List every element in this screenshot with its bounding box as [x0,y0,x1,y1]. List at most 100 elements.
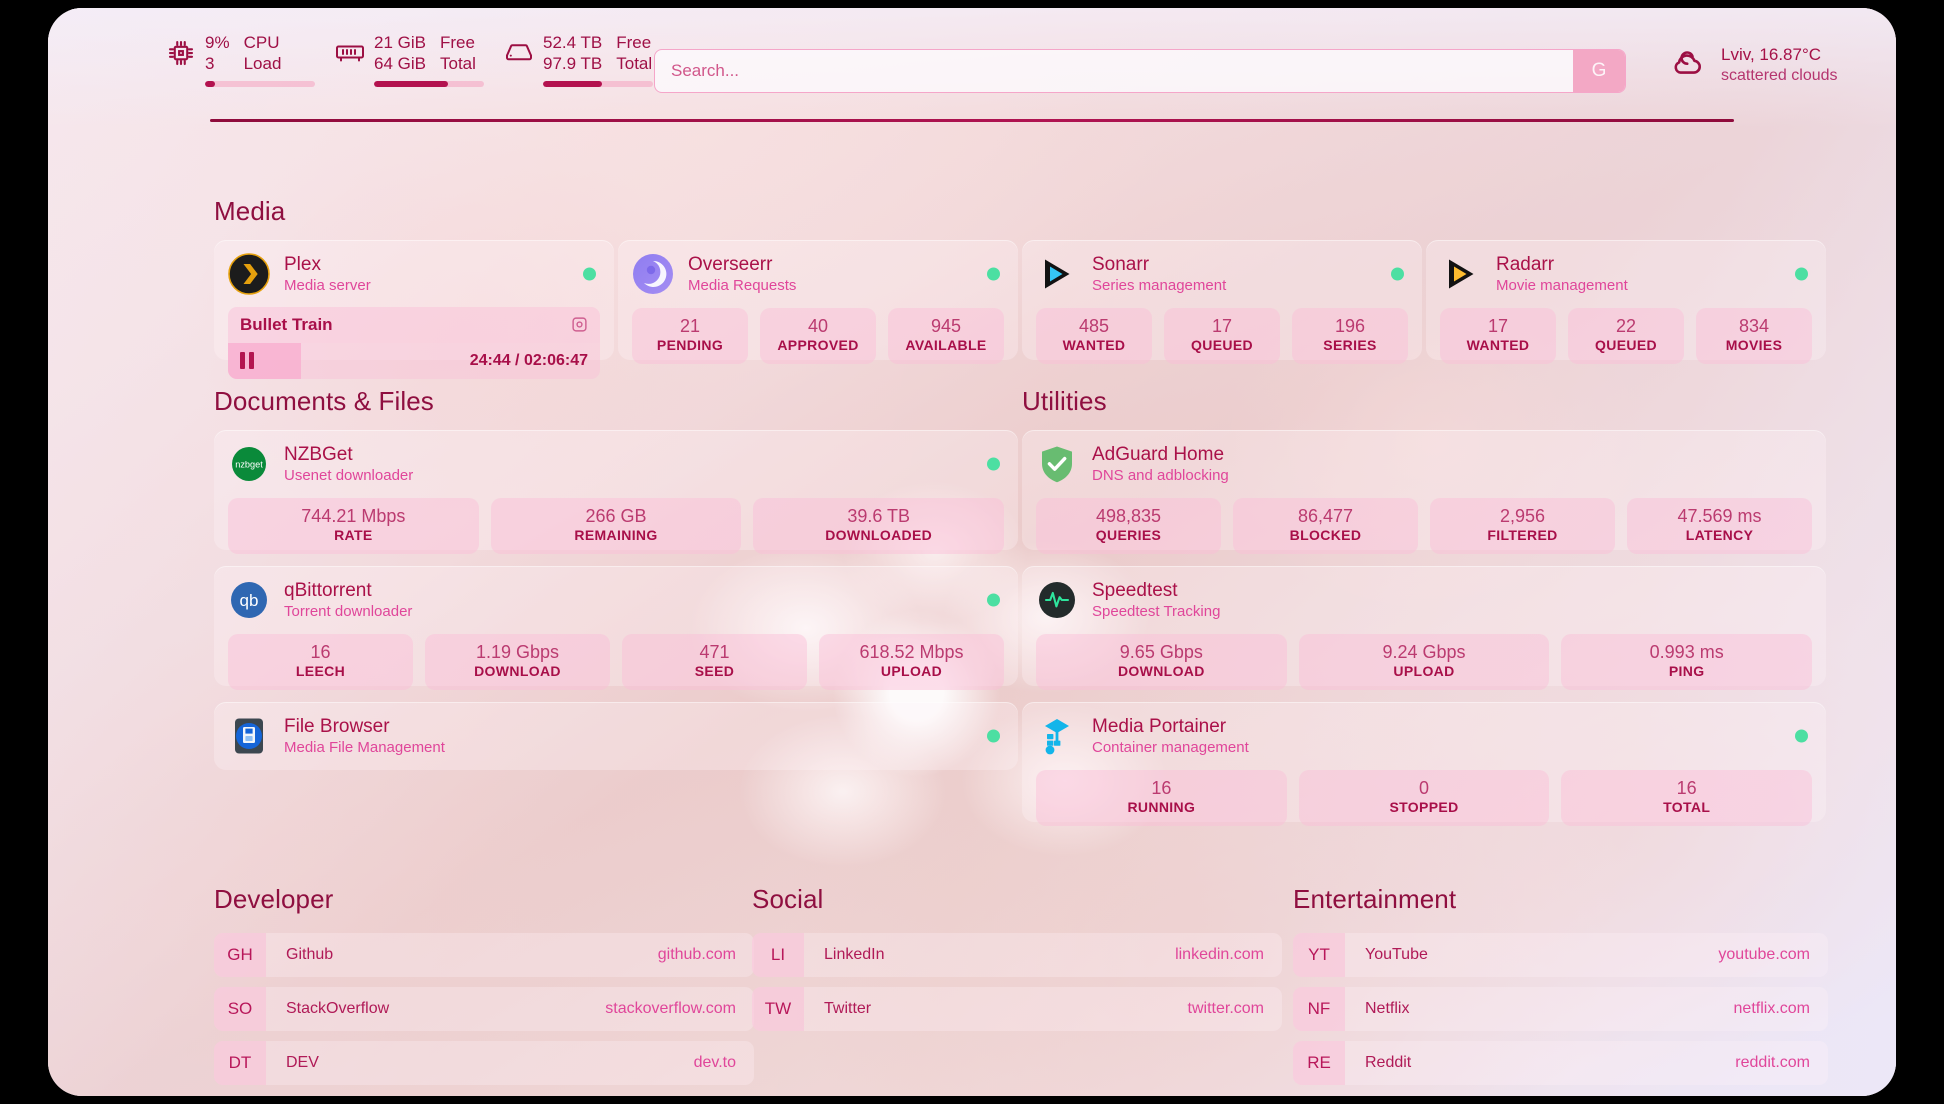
stat-label: APPROVED [777,337,859,354]
service-card-plex[interactable]: Plex Media server Bullet Train [214,240,614,379]
bookmark-item[interactable]: RE Reddit reddit.com [1293,1041,1828,1085]
stat-label: REMAINING [574,527,658,544]
playback-time: 24:44 / 02:06:47 [469,351,588,369]
search-submit-button[interactable]: G [1573,50,1625,92]
bookmark-url: linkedin.com [1175,946,1264,963]
bookmark-badge: GH [214,933,266,977]
cpu-usage-value: 9% [205,33,230,53]
service-card-speedtest[interactable]: Speedtest Speedtest Tracking 9.65 Gbps D… [1022,566,1826,690]
bookmark-name: DEV [286,1054,319,1071]
stat-value: 744.21 Mbps [301,505,406,526]
stat-value: 945 [930,315,962,336]
service-card-sonarr[interactable]: Sonarr Series management 485 WANTED 17 Q… [1022,240,1422,364]
service-stats: 16 LEECH 1.19 Gbps DOWNLOAD 471 SEED 618… [228,633,1004,690]
memory-free-value: 21 GiB [374,33,426,53]
cpu-label-top: CPU [243,33,280,53]
now-playing-progress-bar[interactable]: 24:44 / 02:06:47 [228,342,600,379]
service-subtitle: Media server [284,276,371,294]
stat-value: 17 [1211,315,1233,336]
bookmark-item[interactable]: TW Twitter twitter.com [752,987,1282,1031]
bookmark-badge: LI [752,933,804,977]
nzbget-icon: nzbget [228,443,270,485]
disk-label-bottom: Total [616,54,653,73]
stat-label: PENDING [656,337,724,354]
stat-chip: 22 QUEUED [1568,307,1684,364]
bookmark-item[interactable]: LI LinkedIn linkedin.com [752,933,1282,977]
bookmark-group-title: Developer [214,884,334,914]
weather-location-temp: Lviv, 16.87°C [1721,45,1822,64]
stat-chip: 17 QUEUED [1164,307,1280,364]
service-stats: 744.21 Mbps RATE 266 GB REMAINING 39.6 T… [228,497,1005,554]
stat-value: 17 [1487,315,1509,336]
bookmark-url: netflix.com [1733,1000,1810,1017]
stat-value: 471 [699,641,730,662]
stat-label: RATE [334,527,373,544]
bookmark-group-developer: Developer GH Github github.com SO StackO… [214,884,754,1095]
bookmark-item[interactable]: NF Netflix netflix.com [1293,987,1828,1031]
service-card-media-portainer[interactable]: Media Portainer Container management 16 … [1022,702,1826,826]
speedtest-icon [1036,579,1078,621]
stat-chip: 266 GB REMAINING [490,497,742,554]
stat-chip: 0.993 ms PING [1561,633,1813,690]
section-title-utilities: Utilities [1022,386,1107,416]
service-name: NZBGet [284,444,353,465]
bookmark-group-social: Social LI LinkedIn linkedin.com TW Twitt… [752,884,1282,1041]
status-badge-online [987,267,1000,281]
service-name: Radarr [1496,254,1555,275]
stat-value: 22 [1615,315,1637,336]
service-card-adguard-home[interactable]: AdGuard Home DNS and adblocking 498,835 … [1022,430,1826,554]
stat-label: LEECH [295,663,346,680]
service-subtitle: Torrent downloader [284,602,413,620]
stat-label: DOWNLOAD [1117,663,1205,680]
bookmark-item[interactable]: DT DEV dev.to [214,1041,754,1085]
stat-chip: 744.21 Mbps RATE [228,497,479,554]
stat-chip: 0 STOPPED [1298,769,1550,826]
cpu-load-value: 3 [205,54,215,73]
card-header: nzbget NZBGet Usenet downloader [228,443,1004,486]
service-name: Speedtest [1092,580,1178,601]
bookmark-item[interactable]: YT YouTube youtube.com [1293,933,1828,977]
disk-label-top: Free [616,33,652,53]
radarr-icon [1440,253,1482,295]
service-name: Sonarr [1092,254,1150,275]
bookmark-item[interactable]: GH Github github.com [214,933,754,977]
cast-icon[interactable] [571,316,588,333]
memory-label-bottom: Total [439,54,476,73]
stat-label: BLOCKED [1289,527,1362,544]
stat-label: FILTERED [1487,527,1558,544]
bookmark-url: youtube.com [1718,946,1810,963]
stat-label: MOVIES [1725,337,1783,354]
pause-button[interactable] [240,352,254,370]
stat-value: 16 [1151,777,1172,798]
stat-value: 266 GB [585,505,647,526]
service-stats: 21 PENDING 40 APPROVED 945 AVAILABLE [632,307,1004,364]
service-name: File Browser [284,716,390,737]
bookmark-badge: RE [1293,1041,1345,1085]
service-stats: 17 WANTED 22 QUEUED 834 MOVIES [1440,307,1812,364]
stat-value: 0.993 ms [1649,641,1724,662]
bookmark-group-title: Social [752,884,824,914]
stat-label: SERIES [1323,337,1377,354]
bookmark-item[interactable]: SO StackOverflow stackoverflow.com [214,987,754,1031]
stat-value: 1.19 Gbps [475,641,560,662]
service-card-overseerr[interactable]: Overseerr Media Requests 21 PENDING 40 A… [618,240,1018,364]
cpu-resource-widget: 9% 3 CPU Load [166,33,315,87]
status-badge-online [1795,729,1808,743]
bookmark-url: dev.to [693,1054,736,1071]
service-card-file-browser[interactable]: File Browser Media File Management [214,702,1018,770]
stat-label: QUEUED [1595,337,1657,354]
filebrowser-icon [228,715,270,757]
qbittorrent-icon: qb [228,579,270,621]
service-card-radarr[interactable]: Radarr Movie management 17 WANTED 22 QUE… [1426,240,1826,364]
service-card-qbittorrent[interactable]: qb qBittorrent Torrent downloader 16 LEE… [214,566,1018,690]
search-bar[interactable]: G [654,49,1626,93]
search-input[interactable] [655,50,1573,92]
service-card-nzbget[interactable]: nzbget NZBGet Usenet downloader 744.21 M… [214,430,1018,554]
bookmark-name: Reddit [1365,1054,1412,1071]
stat-chip: 16 LEECH [228,633,413,690]
stat-chip: 196 SERIES [1292,307,1408,364]
stat-chip: 618.52 Mbps UPLOAD [819,633,1004,690]
service-stats: 498,835 QUERIES 86,477 BLOCKED 2,956 FIL… [1036,497,1812,554]
stat-value: 9.24 Gbps [1382,641,1466,662]
dashboard-window: 9% 3 CPU Load [48,8,1896,1096]
